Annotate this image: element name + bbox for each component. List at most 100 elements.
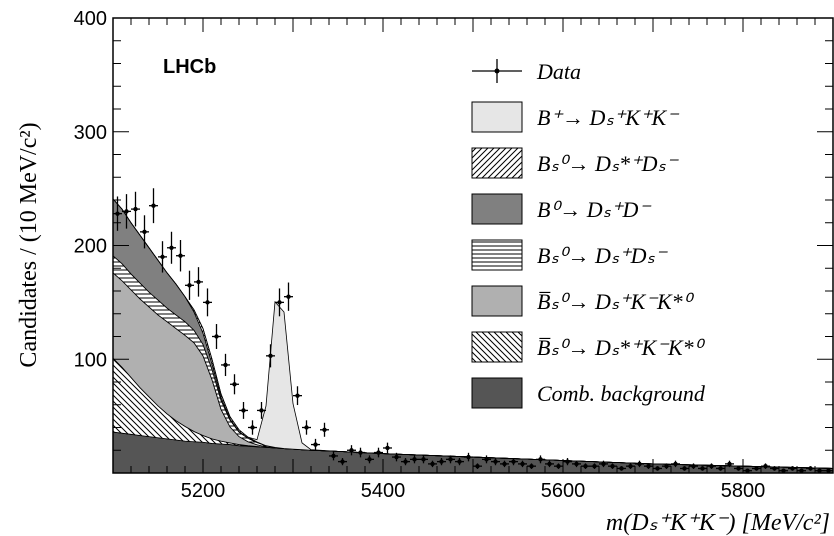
data-point: [329, 451, 338, 461]
data-point: [365, 455, 374, 464]
data-point: [311, 438, 320, 451]
y-tick-label: 300: [74, 122, 107, 144]
data-point: [608, 463, 617, 469]
legend-item: Comb. background: [471, 377, 706, 409]
data-point: [239, 402, 248, 419]
data-point: [428, 460, 437, 468]
data-point: [455, 458, 464, 466]
data-point: [725, 460, 734, 468]
data-point: [293, 386, 302, 406]
data-point: [599, 460, 608, 468]
legend-label: B̅ₛ⁰→ Dₛ*⁺K⁻K*⁰: [537, 335, 706, 360]
data-point: [671, 460, 680, 468]
data-point: [752, 466, 761, 471]
data-point: [356, 447, 365, 458]
experiment-label: LHCb: [163, 56, 216, 78]
data-point: [446, 455, 455, 464]
data-point: [572, 460, 581, 468]
data-point: [770, 466, 779, 471]
area-6: [113, 198, 833, 469]
data-point: [194, 267, 203, 297]
data-point: [707, 463, 716, 469]
y-tick-label: 400: [74, 8, 107, 30]
data-point: [410, 455, 419, 464]
data-point: [815, 468, 824, 473]
data-point: [689, 463, 698, 469]
data-point: [509, 458, 518, 466]
data-point: [788, 466, 797, 471]
legend-label: Comb. background: [537, 381, 706, 406]
data-point: [554, 463, 563, 469]
x-tick-label: 5600: [541, 480, 586, 502]
data-point: [320, 422, 329, 437]
data-point: [176, 240, 185, 272]
data-point: [419, 455, 428, 464]
y-axis: 100 200 300 400: [74, 8, 833, 474]
legend-label: Bₛ⁰→ Dₛ⁺Dₛ⁻: [537, 243, 669, 268]
data-point: [185, 270, 194, 300]
legend-item: B̅ₛ⁰→ Dₛ*⁺K⁻K*⁰: [471, 331, 706, 363]
legend: Data B⁺→ Dₛ⁺K⁺K⁻ Bₛ⁰→ Dₛ*⁺Dₛ⁻ B⁰→ Dₛ⁺D⁻ Bₛ⁰→…: [471, 59, 706, 409]
y-tick-label: 200: [74, 236, 107, 258]
data-point: [149, 188, 158, 224]
data-point: [113, 196, 122, 231]
legend-item: B⁺→ Dₛ⁺K⁺K⁻: [471, 101, 680, 133]
data-point: [698, 466, 707, 471]
x-tick-label: 5200: [181, 480, 226, 502]
data-point: [392, 452, 401, 462]
data-point: [563, 458, 572, 466]
data-point: [779, 468, 788, 473]
legend-label: Data: [536, 59, 581, 84]
data-point: [437, 458, 446, 466]
data-point: [797, 468, 806, 473]
data-point: [338, 458, 347, 466]
data-point: [653, 466, 662, 471]
legend-item: B⁰→ Dₛ⁺D⁻: [471, 193, 652, 225]
legend-label: B⁰→ Dₛ⁺D⁻: [537, 197, 652, 222]
data-point: [374, 447, 383, 458]
data-point: [383, 442, 392, 454]
x-tick-label: 5800: [721, 480, 766, 502]
data-point: [158, 241, 167, 273]
data-point: [491, 458, 500, 466]
data-point: [266, 344, 275, 368]
data-point: [761, 463, 770, 469]
legend-label: B⁺→ Dₛ⁺K⁺K⁻: [537, 105, 680, 130]
data-point: [536, 455, 545, 464]
data-point: [734, 466, 743, 471]
data-point: [140, 215, 149, 249]
data-point: [401, 458, 410, 466]
data-point: [122, 194, 131, 229]
data-point: [131, 191, 140, 227]
legend-item: Bₛ⁰→ Dₛ⁺Dₛ⁻: [471, 239, 669, 271]
data-point: [680, 466, 689, 471]
data-point: [644, 463, 653, 469]
data-point: [302, 420, 311, 435]
data-point: [284, 282, 293, 311]
legend-label: B̅ₛ⁰→ Dₛ⁺K⁻K*⁰: [537, 289, 695, 314]
x-tick-label: 5400: [361, 480, 406, 502]
data-point: [347, 445, 356, 456]
data-points: [113, 188, 833, 473]
data-point: [635, 460, 644, 468]
data-point: [626, 463, 635, 469]
data-point: [275, 288, 284, 317]
data-point: [482, 455, 491, 464]
data-point: [230, 374, 239, 395]
data-point: [590, 463, 599, 469]
data-point: [662, 463, 671, 469]
data-point: [527, 463, 536, 469]
data-point: [545, 460, 554, 468]
data-point: [824, 468, 833, 473]
legend-item: Data: [472, 59, 581, 84]
data-point: [518, 460, 527, 468]
data-point: [257, 402, 266, 419]
x-axis: 5200 5400 5600 5800: [112, 18, 834, 502]
data-point: [167, 231, 176, 264]
data-point: [581, 463, 590, 469]
y-tick-label: 100: [74, 349, 107, 371]
data-point: [212, 324, 221, 349]
y-axis-title: Candidates / (10 MeV/c²): [16, 122, 42, 367]
legend-item: B̅ₛ⁰→ Dₛ⁺K⁻K*⁰: [471, 285, 695, 317]
